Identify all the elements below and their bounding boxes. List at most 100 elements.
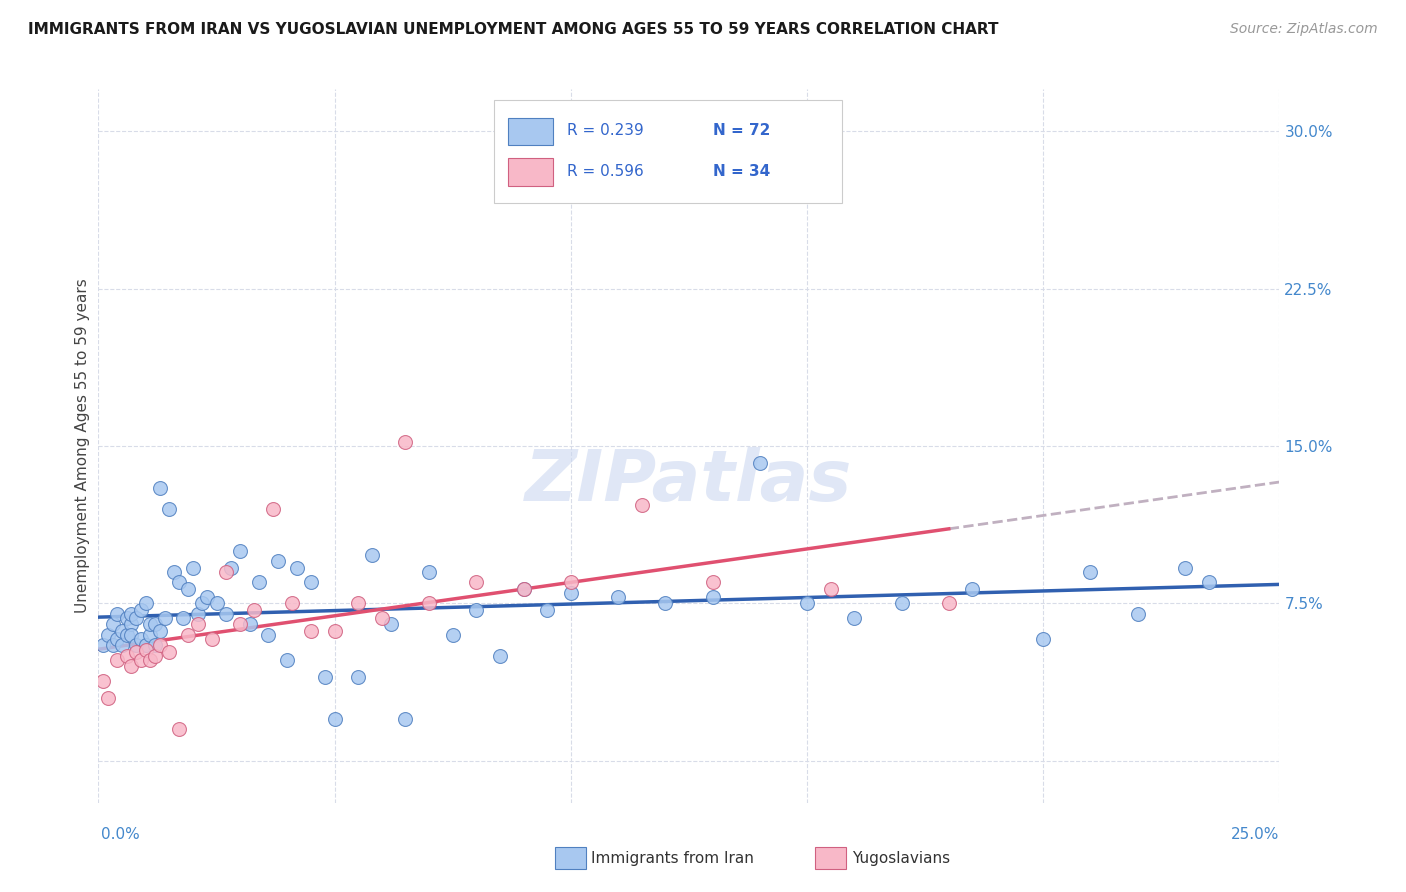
Point bbox=[465, 575, 488, 590]
Point bbox=[938, 596, 960, 610]
Point bbox=[560, 575, 582, 590]
Point bbox=[153, 611, 176, 625]
Point bbox=[796, 596, 818, 610]
Point bbox=[135, 596, 157, 610]
Point bbox=[143, 648, 166, 663]
Point bbox=[187, 607, 209, 621]
Point bbox=[149, 624, 172, 638]
Point bbox=[607, 590, 630, 604]
Point bbox=[512, 582, 534, 596]
Point bbox=[962, 582, 984, 596]
Point bbox=[139, 628, 162, 642]
Point bbox=[418, 565, 440, 579]
Point bbox=[181, 560, 204, 574]
Point bbox=[163, 565, 186, 579]
Point bbox=[121, 659, 143, 673]
Point bbox=[1126, 607, 1149, 621]
Point bbox=[129, 653, 152, 667]
Text: R = 0.596: R = 0.596 bbox=[567, 164, 644, 178]
Text: 25.0%: 25.0% bbox=[1232, 827, 1279, 841]
Point bbox=[205, 596, 228, 610]
Point bbox=[115, 611, 138, 625]
Point bbox=[101, 617, 124, 632]
Point bbox=[654, 596, 676, 610]
Point bbox=[215, 565, 238, 579]
Point bbox=[243, 603, 266, 617]
Point bbox=[418, 596, 440, 610]
Point bbox=[139, 617, 162, 632]
Point bbox=[394, 712, 416, 726]
Point bbox=[441, 628, 464, 642]
Point bbox=[167, 575, 190, 590]
Point bbox=[111, 639, 134, 653]
Point bbox=[361, 548, 384, 562]
Point bbox=[229, 617, 252, 632]
Point bbox=[115, 648, 138, 663]
Point bbox=[560, 586, 582, 600]
Point bbox=[219, 560, 242, 574]
FancyBboxPatch shape bbox=[494, 100, 842, 203]
Point bbox=[267, 554, 290, 568]
Point bbox=[844, 611, 866, 625]
FancyBboxPatch shape bbox=[508, 159, 553, 186]
Text: N = 34: N = 34 bbox=[713, 164, 770, 178]
Point bbox=[139, 653, 162, 667]
Point bbox=[157, 502, 180, 516]
Point bbox=[229, 544, 252, 558]
Point bbox=[111, 624, 134, 638]
Point bbox=[167, 723, 190, 737]
Point bbox=[201, 632, 224, 646]
Point bbox=[347, 670, 370, 684]
Point bbox=[129, 632, 152, 646]
Point bbox=[125, 611, 148, 625]
Point bbox=[105, 607, 128, 621]
Point bbox=[512, 582, 534, 596]
Point bbox=[1080, 565, 1102, 579]
Point bbox=[285, 560, 308, 574]
Point bbox=[105, 632, 128, 646]
Point bbox=[121, 607, 143, 621]
Point bbox=[97, 690, 120, 705]
Point bbox=[262, 502, 284, 516]
Point bbox=[172, 611, 194, 625]
Point bbox=[125, 645, 148, 659]
Text: 0.0%: 0.0% bbox=[101, 827, 141, 841]
Point bbox=[91, 639, 114, 653]
Point bbox=[820, 582, 842, 596]
Point bbox=[323, 712, 346, 726]
Point bbox=[135, 639, 157, 653]
Point bbox=[630, 498, 652, 512]
Text: ZIPatlas: ZIPatlas bbox=[526, 447, 852, 516]
Point bbox=[121, 628, 143, 642]
Point bbox=[239, 617, 262, 632]
Point bbox=[1032, 632, 1054, 646]
Point bbox=[129, 603, 152, 617]
Point bbox=[177, 628, 200, 642]
Point bbox=[702, 590, 724, 604]
Point bbox=[97, 628, 120, 642]
Point bbox=[536, 603, 558, 617]
Point bbox=[149, 481, 172, 495]
Point bbox=[1174, 560, 1197, 574]
Point bbox=[101, 639, 124, 653]
Point bbox=[125, 639, 148, 653]
Point bbox=[314, 670, 336, 684]
Point bbox=[299, 575, 322, 590]
Point bbox=[121, 617, 143, 632]
Point bbox=[276, 653, 298, 667]
Y-axis label: Unemployment Among Ages 55 to 59 years: Unemployment Among Ages 55 to 59 years bbox=[75, 278, 90, 614]
Point bbox=[191, 596, 214, 610]
Point bbox=[105, 653, 128, 667]
Point bbox=[465, 603, 488, 617]
Point bbox=[890, 596, 912, 610]
Point bbox=[1198, 575, 1220, 590]
Point bbox=[157, 645, 180, 659]
Point bbox=[143, 617, 166, 632]
Point bbox=[187, 617, 209, 632]
Point bbox=[489, 648, 512, 663]
Point bbox=[380, 617, 402, 632]
Point bbox=[215, 607, 238, 621]
Text: IMMIGRANTS FROM IRAN VS YUGOSLAVIAN UNEMPLOYMENT AMONG AGES 55 TO 59 YEARS CORRE: IMMIGRANTS FROM IRAN VS YUGOSLAVIAN UNEM… bbox=[28, 22, 998, 37]
Point bbox=[371, 611, 394, 625]
Point bbox=[195, 590, 218, 604]
